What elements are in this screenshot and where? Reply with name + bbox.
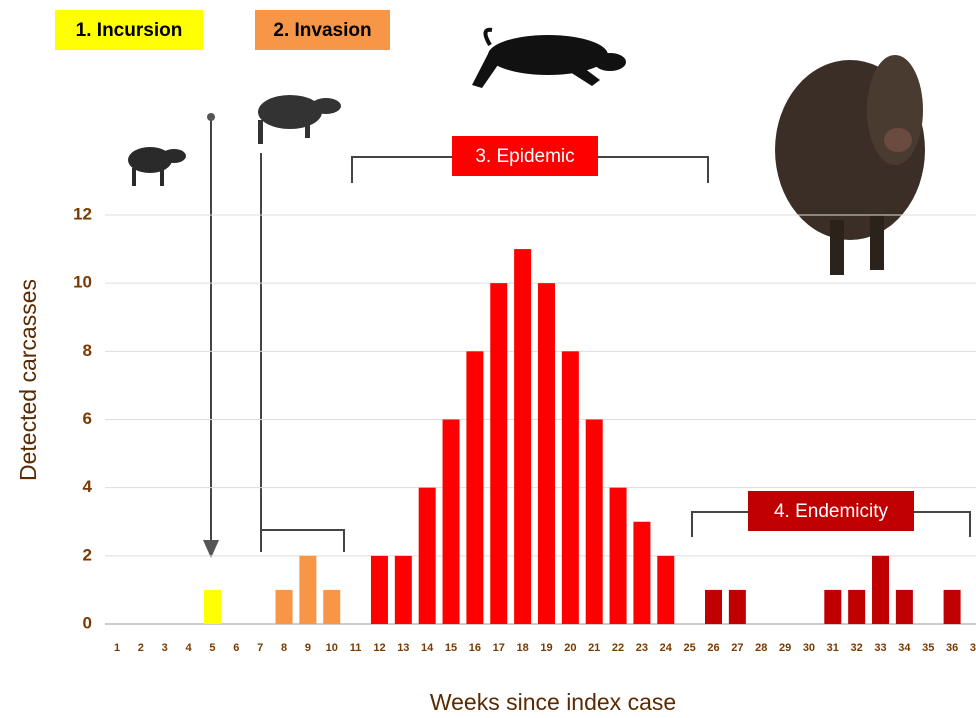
x-tick-label: 10 (326, 642, 338, 654)
x-tick-label: 26 (707, 642, 719, 654)
bar (848, 589, 866, 624)
x-tick-label: 25 (684, 642, 696, 654)
phase-box (55, 10, 203, 50)
boar-running (472, 27, 626, 88)
x-tick-label: 19 (540, 642, 552, 654)
x-tick-label: 7 (257, 642, 263, 654)
bar (370, 555, 388, 624)
phase-label: 2. Invasion (273, 20, 371, 41)
phase-box (748, 491, 914, 531)
x-tick-label: 31 (827, 642, 839, 654)
boar-photo (775, 55, 925, 275)
x-tick-label: 28 (755, 642, 767, 654)
bar (657, 555, 675, 624)
bar (418, 487, 436, 624)
x-tick-label: 35 (922, 642, 934, 654)
y-tick-label: 6 (83, 409, 92, 428)
x-tick-label: 1 (114, 642, 120, 654)
phase-label: 3. Epidemic (475, 146, 574, 167)
x-tick-label: 6 (233, 642, 239, 654)
x-tick-label: 2 (138, 642, 144, 654)
x-tick-label: 5 (209, 642, 215, 654)
bar (490, 283, 508, 624)
bar (394, 555, 412, 624)
x-tick-label: 34 (898, 642, 911, 654)
bar (466, 351, 484, 624)
x-tick-label: 23 (636, 642, 648, 654)
x-tick-label: 32 (851, 642, 863, 654)
x-tick-label: 20 (564, 642, 576, 654)
x-tick-label: 15 (445, 642, 457, 654)
x-tick-label: 33 (874, 642, 886, 654)
x-tick-label: 11 (350, 642, 362, 654)
x-tick-label: 36 (946, 642, 958, 654)
bar (872, 555, 890, 624)
bar (442, 419, 460, 624)
x-tick-label: 16 (469, 642, 481, 654)
y-tick-label: 4 (83, 477, 93, 496)
phase-box (255, 10, 390, 50)
bar (275, 589, 293, 624)
phase-label: 1. Incursion (76, 20, 183, 41)
x-axis-label: Weeks since index case (430, 689, 676, 715)
bar (323, 589, 341, 624)
x-tick-label: 30 (803, 642, 815, 654)
x-tick-label: 14 (421, 642, 434, 654)
x-tick-label: 9 (305, 642, 311, 654)
invasion-bracket (260, 153, 345, 552)
bar (609, 487, 627, 624)
y-axis-label: Detected carcasses (15, 279, 41, 481)
x-tick-label: 18 (516, 642, 528, 654)
y-tick-label: 10 (73, 273, 92, 292)
x-tick-label: 29 (779, 642, 791, 654)
x-tick-label: 12 (373, 642, 385, 654)
y-tick-label: 2 (83, 545, 92, 564)
x-tick-label: 37 (970, 642, 976, 654)
x-tick-label: 22 (612, 642, 624, 654)
x-tick-label: 8 (281, 642, 287, 654)
arrow-start (207, 113, 215, 121)
bar (585, 419, 603, 624)
bar (728, 589, 746, 624)
y-tick-label: 8 (83, 341, 92, 360)
x-tick-label: 4 (186, 642, 193, 654)
x-tick-label: 24 (660, 642, 673, 654)
phase-box (452, 136, 598, 176)
bar (824, 589, 842, 624)
y-tick-label: 12 (73, 204, 92, 223)
x-tick-label: 17 (493, 642, 505, 654)
bar (561, 351, 579, 624)
y-tick-label: 0 (83, 613, 92, 632)
bar (633, 521, 651, 624)
x-tick-label: 27 (731, 642, 743, 654)
x-tick-label: 21 (588, 642, 600, 654)
phase-label: 4. Endemicity (774, 501, 889, 522)
bar (943, 589, 961, 624)
bar (203, 589, 221, 624)
bar (895, 589, 913, 624)
bar (299, 555, 317, 624)
boar-small (128, 147, 186, 186)
bar (514, 249, 532, 625)
x-tick-label: 3 (162, 642, 168, 654)
x-tick-label: 13 (397, 642, 409, 654)
bar (537, 283, 555, 624)
bar (705, 589, 722, 624)
boar-medium (258, 95, 341, 144)
